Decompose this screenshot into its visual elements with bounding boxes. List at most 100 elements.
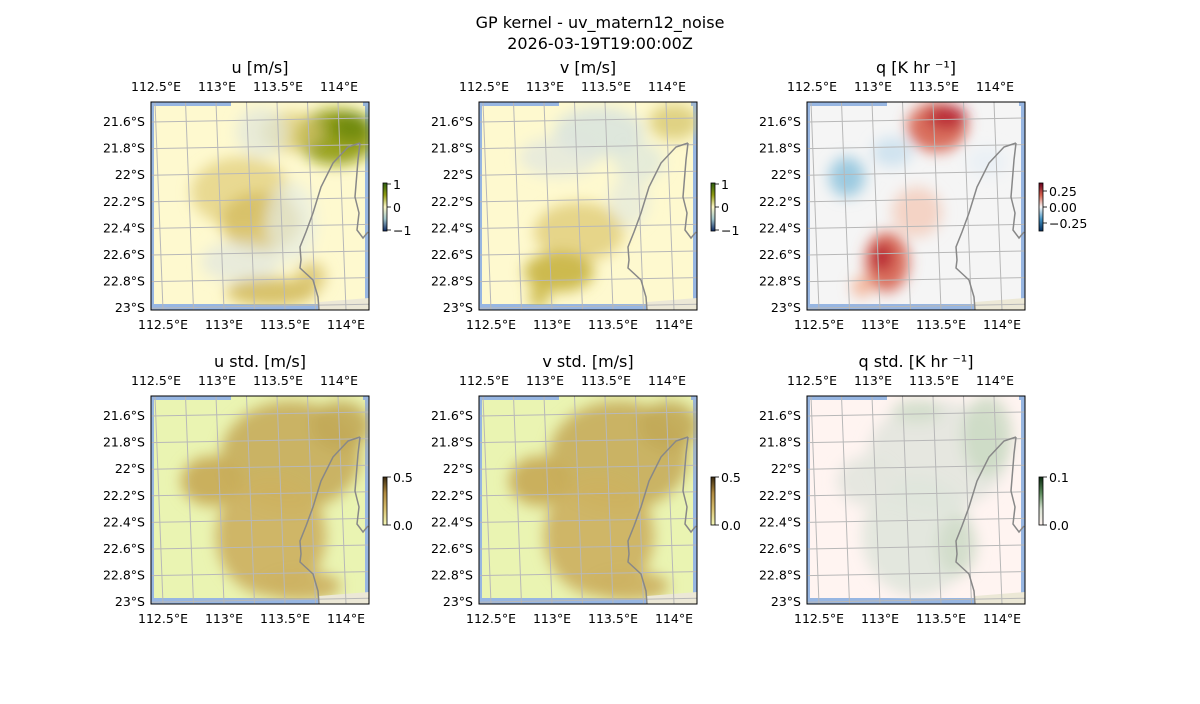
gridline-lon [276,102,286,310]
lat-tick-label: 22.8°S [759,274,801,289]
gridline-lat [151,197,369,203]
lat-tick-label: 22°S [771,461,801,476]
gridline-lat [807,411,1025,417]
colorbar-tick-label: 1 [393,177,401,192]
lat-tick-label: 22.2°S [431,194,473,209]
field-blob [649,104,697,140]
lon-tick-label-top: 114°E [976,79,1014,94]
lat-tick-label: 21.8°S [431,141,473,156]
gridline-lat [151,411,369,417]
axes-frame [806,101,1026,311]
gridline-lon [307,396,316,604]
coastline [1010,436,1025,534]
lon-tick-label-top: 113.5°E [581,79,631,94]
lat-tick-label: 21.6°S [103,114,145,129]
lat-tick-label: 22.6°S [759,247,801,262]
lat-tick-label: 22.8°S [431,274,473,289]
gridline-lat [807,438,1025,444]
colorbar-gradient [1038,476,1044,526]
field-values [181,401,369,601]
lon-tick-label-top: 113°E [198,79,236,94]
gridline-lon [154,102,164,310]
gridline-lat [479,144,697,150]
gridline-lat [151,517,369,523]
colorbar-gradient [710,476,716,526]
colorbar: 0.1 0.0 [1038,470,1069,533]
map-panel-u_std: u std. [m/s] 112.5°E 112.5°E 113°E 113°E 113.… [103,352,413,626]
field-values [837,396,1012,596]
gridline-lon [482,102,492,310]
coastline [299,436,361,604]
lat-tick-label: 22.4°S [103,514,145,529]
field-blob [509,456,569,506]
colorbar-tick-label: −1 [721,223,739,238]
land [975,592,1025,604]
lon-tick-label-top: 113°E [854,79,892,94]
axes-frame [150,101,370,311]
colorbar-tick-label: 0 [393,200,401,215]
gridline-lat [151,117,369,123]
gridline-lon [543,102,553,310]
gridline-lat [807,277,1025,283]
axes-frame [150,395,370,605]
colorbar-gradient [710,182,716,232]
colorbar-tick-label: 0 [721,200,729,215]
map-panel-u: u [m/s]112.5°E112.5°E113°E113°E113.5°E11… [103,58,411,332]
field-blob [544,476,654,596]
land [319,298,369,310]
field-blob [519,137,599,177]
map-panel-v: v [m/s]112.5°E112.5°E113°E113°E113.5°E11… [431,58,739,332]
lat-tick-label: 22.2°S [431,488,473,503]
lon-tick-label-bottom: 112.5°E [138,317,188,332]
field-blob [892,187,942,237]
lon-tick-label-top: 113°E [198,373,236,388]
gridline-lon [902,396,911,604]
lon-tick-label-bottom: 113°E [861,317,899,332]
gridline-lon [810,102,820,310]
gridline-lon [993,102,1003,310]
gridline-lat [479,223,697,229]
lon-tick-label-top: 114°E [648,79,686,94]
gridline-lat [807,571,1025,577]
axes-frame [478,395,698,605]
field-blob [266,182,316,262]
lon-tick-label-bottom: 113.5°E [588,611,638,626]
gridline-lat [807,491,1025,497]
lat-tick-label: 21.6°S [759,114,801,129]
gridline-lat [479,117,697,123]
colorbar: 0.250.00−0.25 [1038,182,1087,232]
lon-tick-label-bottom: 113.5°E [588,317,638,332]
lat-tick-label: 22.8°S [103,568,145,583]
lon-tick-label-bottom: 113°E [861,611,899,626]
field-blob [872,137,912,167]
lon-tick-label-top: 112.5°E [131,373,181,388]
colorbar: 0.5 0.0 [710,470,741,533]
lon-tick-label-top: 112.5°E [131,79,181,94]
gridline-lat [479,277,697,283]
gridline-lon [276,396,286,604]
axes-frame [806,395,1026,605]
gridline-lon [963,102,972,310]
gridline-lon [185,102,194,310]
field-values [829,102,1007,297]
field-blob [216,476,326,596]
colorbar-gradient [382,476,388,526]
lon-tick-label-top: 112.5°E [459,373,509,388]
gridline-lon [337,102,347,310]
figure-timestamp: 2026-03-19T19:00:00Z [507,34,693,53]
lat-tick-label: 22.2°S [103,488,145,503]
gridline-lon [337,396,347,604]
gridline-lon [932,396,942,604]
lon-tick-label-top: 114°E [648,373,686,388]
field-blob [529,285,549,309]
gridline-lat [807,197,1025,203]
gridline-lat [479,517,697,523]
gridline-lat [807,544,1025,550]
gridline-lat [479,170,697,176]
colorbar: 1 0 −1 [710,177,739,238]
colorbar-tick-label: 0.1 [1049,470,1069,485]
coastline [682,142,697,240]
gridline-lat [479,411,697,417]
lat-tick-label: 22°S [443,461,473,476]
lat-tick-label: 23°S [443,300,473,315]
